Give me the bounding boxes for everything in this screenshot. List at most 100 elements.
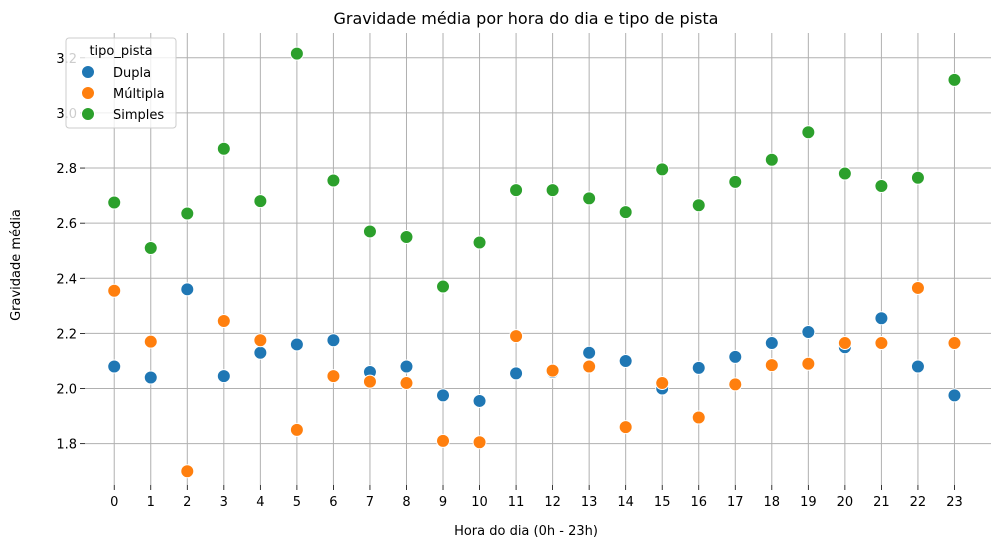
point-dupla xyxy=(107,359,122,374)
point-dupla xyxy=(180,282,195,297)
point-simples xyxy=(618,205,633,220)
point-simples xyxy=(180,206,195,221)
data-points xyxy=(107,46,962,479)
point-simples xyxy=(801,125,816,140)
point-dupla xyxy=(399,359,414,374)
point-simples xyxy=(509,183,524,198)
x-tick-label: 0 xyxy=(110,495,118,510)
point-multipla xyxy=(910,280,925,295)
x-axis-label: Hora do dia (0h - 23h) xyxy=(454,524,598,539)
point-dupla xyxy=(910,359,925,374)
point-dupla xyxy=(436,388,451,403)
point-simples xyxy=(436,279,451,294)
legend: tipo_pista Dupla Múltipla Simples xyxy=(65,37,177,129)
point-simples xyxy=(764,152,779,167)
point-simples xyxy=(837,166,852,181)
x-tick-label: 3 xyxy=(220,495,228,510)
chart-title: Gravidade média por hora do dia e tipo d… xyxy=(334,9,719,28)
point-multipla xyxy=(362,374,377,389)
point-simples xyxy=(545,183,560,198)
point-dupla xyxy=(509,366,524,381)
x-tick-label: 11 xyxy=(508,495,525,510)
point-multipla xyxy=(691,410,706,425)
point-multipla xyxy=(655,376,670,391)
x-tick-label: 6 xyxy=(329,495,337,510)
legend-title: tipo_pista xyxy=(89,44,152,59)
point-dupla xyxy=(582,345,597,360)
x-tick-label: 18 xyxy=(764,495,781,510)
y-tick-label: 2.6 xyxy=(56,217,77,232)
point-simples xyxy=(326,173,341,188)
y-tick-label: 2.4 xyxy=(56,272,77,287)
point-dupla xyxy=(728,349,743,364)
point-multipla xyxy=(545,363,560,378)
point-simples xyxy=(582,191,597,206)
point-multipla xyxy=(801,356,816,371)
point-multipla xyxy=(947,336,962,351)
point-simples xyxy=(472,235,487,250)
point-simples xyxy=(253,194,268,209)
point-multipla xyxy=(472,435,487,450)
point-simples xyxy=(289,46,304,61)
legend-frame xyxy=(65,37,177,129)
point-simples xyxy=(107,195,122,210)
point-simples xyxy=(362,224,377,239)
x-tick-label: 10 xyxy=(471,495,488,510)
point-multipla xyxy=(216,314,231,329)
legend-label: Múltipla xyxy=(113,87,165,102)
x-tick-label: 4 xyxy=(256,495,264,510)
point-simples xyxy=(655,162,670,177)
point-multipla xyxy=(764,358,779,373)
point-multipla xyxy=(143,334,158,349)
point-simples xyxy=(691,198,706,213)
point-dupla xyxy=(143,370,158,385)
point-dupla xyxy=(472,393,487,408)
point-multipla xyxy=(618,420,633,435)
point-simples xyxy=(399,229,414,244)
x-tick-label: 2 xyxy=(183,495,191,510)
x-tick-label: 9 xyxy=(439,495,447,510)
point-multipla xyxy=(436,433,451,448)
point-simples xyxy=(947,72,962,87)
y-tick-label: 2.8 xyxy=(56,162,77,177)
point-dupla xyxy=(289,337,304,352)
point-simples xyxy=(216,141,231,156)
point-multipla xyxy=(509,329,524,344)
point-simples xyxy=(874,178,889,193)
x-tick-label: 22 xyxy=(910,495,927,510)
point-dupla xyxy=(326,333,341,348)
point-multipla xyxy=(326,369,341,384)
y-axis-label: Gravidade média xyxy=(9,209,24,321)
point-simples xyxy=(143,240,158,255)
x-tick-label: 19 xyxy=(800,495,817,510)
x-tick-label: 23 xyxy=(946,495,963,510)
point-multipla xyxy=(107,283,122,298)
x-tick-label: 1 xyxy=(147,495,155,510)
point-multipla xyxy=(728,377,743,392)
point-multipla xyxy=(399,376,414,391)
point-dupla xyxy=(691,360,706,375)
point-simples xyxy=(910,170,925,185)
x-tick-label: 14 xyxy=(617,495,634,510)
point-multipla xyxy=(289,422,304,437)
point-dupla xyxy=(874,311,889,326)
x-tick-label: 8 xyxy=(402,495,410,510)
x-tick-label: 17 xyxy=(727,495,744,510)
legend-marker xyxy=(81,86,95,100)
point-multipla xyxy=(837,336,852,351)
point-multipla xyxy=(180,464,195,479)
point-multipla xyxy=(582,359,597,374)
x-tick-label: 12 xyxy=(544,495,561,510)
x-tick-label: 20 xyxy=(837,495,854,510)
x-tick-label: 5 xyxy=(293,495,301,510)
x-tick-label: 21 xyxy=(873,495,890,510)
grid xyxy=(85,33,991,485)
legend-label: Simples xyxy=(113,108,164,123)
point-dupla xyxy=(216,369,231,384)
point-dupla xyxy=(947,388,962,403)
point-dupla xyxy=(618,353,633,368)
x-tick-label: 7 xyxy=(366,495,374,510)
x-tick-label: 16 xyxy=(690,495,707,510)
axis-ticks: 0 1 2 3 4 5 6 7 8 9 10 11 12 13 14 15 16 17 18 19 20 21 22 231.… xyxy=(56,52,962,510)
